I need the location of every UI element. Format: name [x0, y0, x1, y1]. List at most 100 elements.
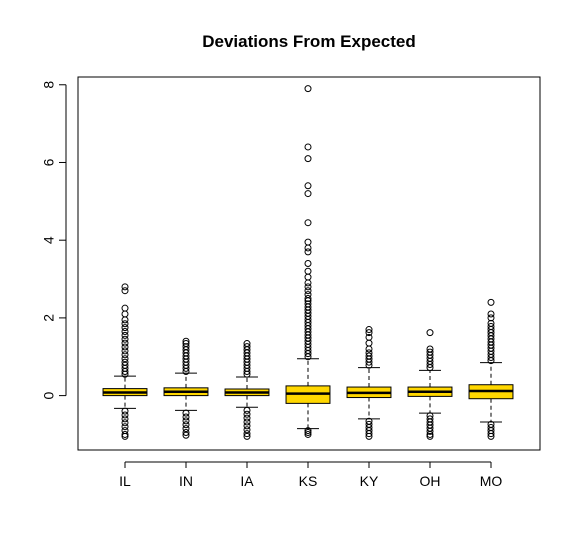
- outlier-point: [365, 329, 373, 337]
- box-ia: [224, 340, 270, 440]
- y-tick-label: 2: [41, 314, 57, 322]
- outlier-point: [121, 283, 129, 291]
- outlier-point: [426, 427, 434, 435]
- box-ky: [346, 326, 392, 440]
- outlier-point: [243, 410, 251, 418]
- outlier-point: [121, 335, 129, 343]
- outlier-point: [121, 423, 129, 431]
- outlier-point: [304, 279, 312, 287]
- outlier-point: [304, 291, 312, 299]
- outlier-point: [243, 343, 251, 351]
- y-tick-label: 8: [41, 81, 57, 89]
- outlier-point: [121, 355, 129, 363]
- outlier-point: [121, 304, 129, 312]
- outlier-point: [304, 427, 312, 435]
- outlier-point: [243, 426, 251, 434]
- outlier-point: [304, 260, 312, 267]
- outlier-point: [121, 343, 129, 351]
- outlier-point: [304, 429, 312, 437]
- outlier-point: [304, 300, 312, 308]
- outlier-point: [304, 238, 312, 246]
- outlier-point: [426, 432, 434, 440]
- outlier-point: [365, 430, 373, 438]
- outlier-point: [121, 361, 129, 369]
- outlier-point: [487, 314, 495, 322]
- outlier-point: [487, 430, 495, 438]
- outlier-point: [182, 343, 190, 351]
- plot-frame: [77, 76, 541, 451]
- outlier-point: [304, 248, 312, 256]
- outlier-point: [182, 431, 190, 439]
- y-axis: 0 2 4 6 8: [41, 81, 67, 400]
- outlier-point: [304, 85, 312, 93]
- outlier-point: [365, 333, 373, 341]
- outlier-point: [487, 319, 495, 327]
- y-tick-label: 6: [41, 158, 57, 166]
- outlier-point: [121, 419, 129, 427]
- outlier-point: [304, 283, 312, 291]
- outlier-point: [304, 143, 312, 151]
- outlier-point: [365, 352, 373, 360]
- outlier-point: [243, 430, 251, 438]
- outlier-point: [365, 326, 373, 334]
- outlier-point: [304, 430, 312, 438]
- outlier-point: [426, 345, 434, 353]
- outlier-point: [304, 155, 312, 163]
- outlier-point: [121, 407, 129, 415]
- box-ks: [285, 85, 331, 438]
- outlier-point: [182, 421, 190, 429]
- outlier-point: [182, 413, 190, 421]
- outlier-point: [121, 351, 129, 359]
- outlier-point: [121, 316, 129, 324]
- outlier-point: [304, 190, 312, 198]
- outlier-point: [121, 358, 129, 366]
- x-tick-label: IL: [119, 473, 131, 489]
- outlier-point: [304, 244, 312, 252]
- x-axis: IL IN IA KS KY OH MO: [119, 461, 502, 489]
- outlier-point: [121, 327, 129, 335]
- outlier-point: [121, 347, 129, 355]
- boxes-layer: [102, 85, 514, 440]
- outlier-point: [182, 337, 190, 345]
- outlier-point: [365, 339, 373, 347]
- box-mo: [468, 298, 514, 440]
- outlier-point: [182, 409, 190, 417]
- outlier-point: [182, 417, 190, 425]
- outlier-point: [243, 340, 251, 348]
- outlier-point: [304, 267, 312, 275]
- outlier-point: [243, 418, 251, 426]
- x-tick-label: KS: [299, 473, 318, 489]
- x-tick-label: KY: [360, 473, 379, 489]
- box-oh: [407, 329, 453, 440]
- outlier-point: [304, 273, 312, 281]
- box-in: [163, 337, 209, 439]
- outlier-point: [121, 324, 129, 332]
- outlier-point: [121, 432, 129, 440]
- outlier-point: [487, 322, 495, 330]
- outlier-point: [426, 348, 434, 356]
- outlier-point: [121, 320, 129, 328]
- outlier-point: [121, 411, 129, 419]
- outlier-point: [182, 425, 190, 433]
- outlier-point: [121, 287, 129, 295]
- outlier-point: [243, 422, 251, 430]
- outlier-point: [243, 406, 251, 414]
- outlier-point: [121, 310, 129, 318]
- y-tick-label: 0: [41, 392, 57, 400]
- outlier-point: [182, 340, 190, 348]
- outlier-point: [304, 182, 312, 190]
- outlier-point: [182, 429, 190, 437]
- outlier-point: [121, 430, 129, 438]
- box-il: [102, 283, 148, 440]
- x-tick-label: OH: [420, 473, 441, 489]
- x-tick-label: IA: [240, 473, 254, 489]
- outlier-point: [243, 414, 251, 422]
- outlier-point: [243, 432, 251, 440]
- y-tick-label: 4: [41, 236, 57, 244]
- outlier-point: [487, 432, 495, 440]
- x-tick-label: IN: [179, 473, 193, 489]
- outlier-point: [121, 339, 129, 347]
- chart-title: Deviations From Expected: [202, 32, 416, 51]
- outlier-point: [426, 329, 434, 337]
